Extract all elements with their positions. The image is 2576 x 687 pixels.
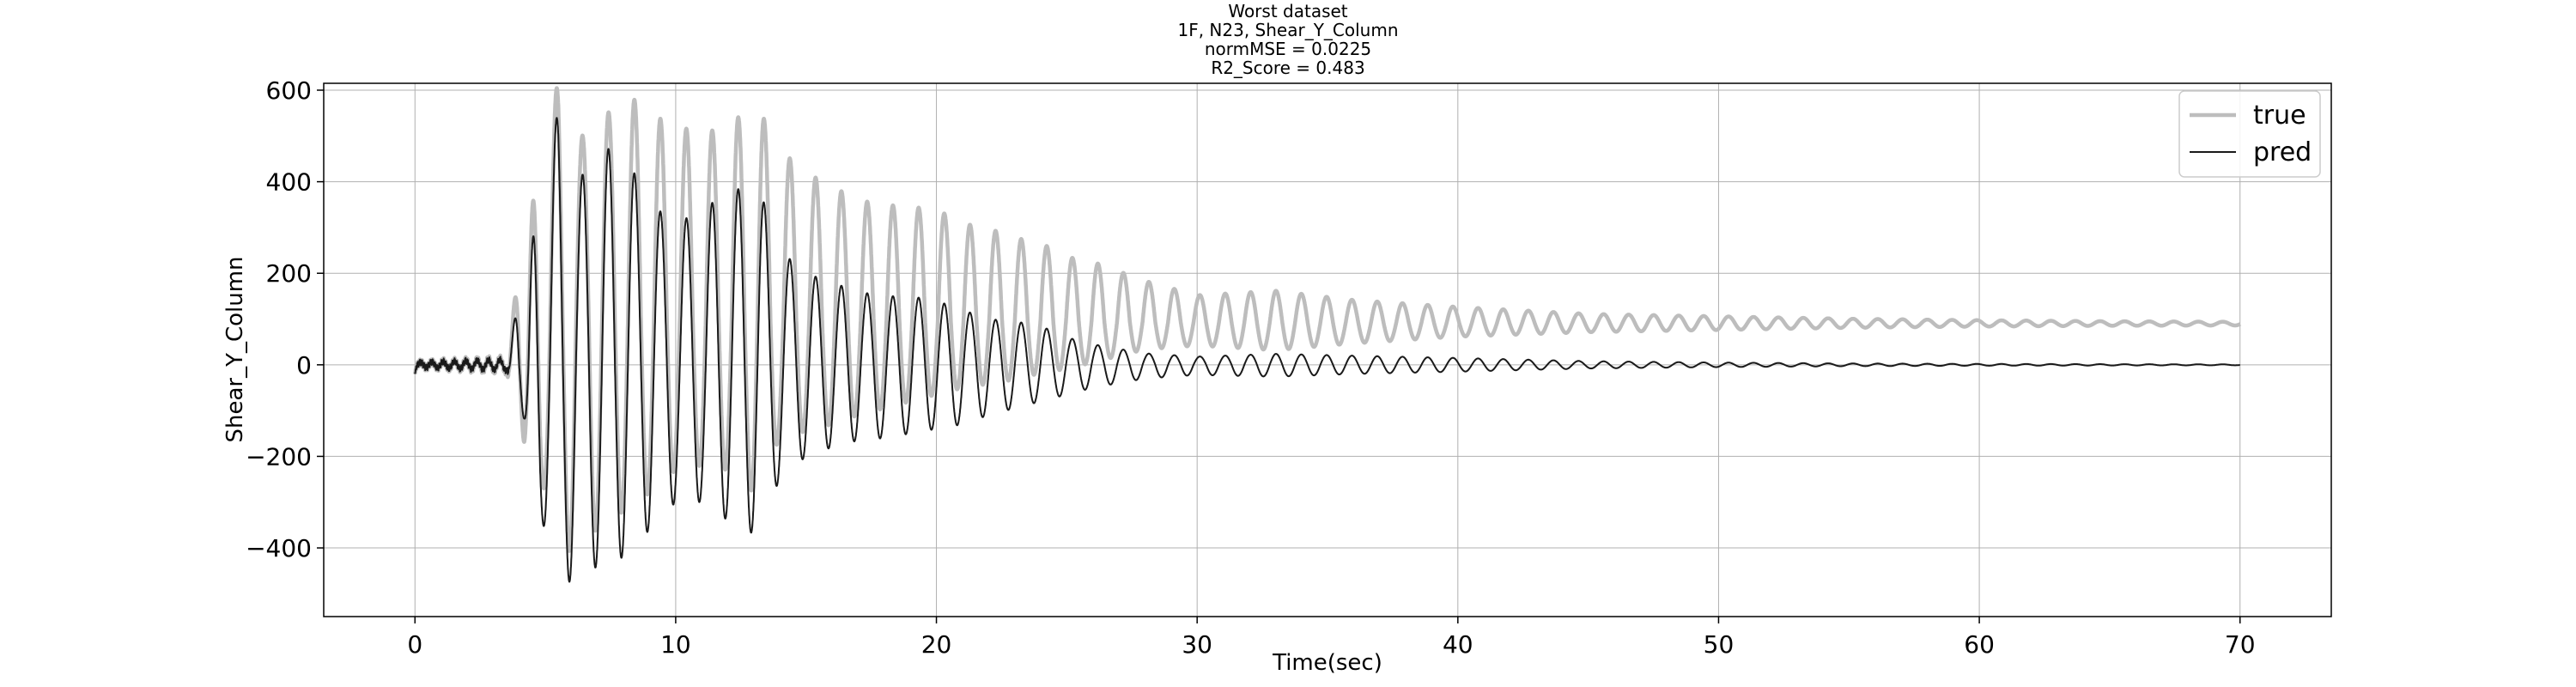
legend-label-pred: pred <box>2253 137 2312 167</box>
legend-label-true: true <box>2253 100 2306 131</box>
plot-frame <box>323 82 2332 617</box>
title-line-2: 1F, N23, Shear_Y_Column <box>1177 20 1399 40</box>
series-line-pred <box>414 117 2241 583</box>
y-tick-label: −400 <box>246 534 312 562</box>
y-tick-label: 0 <box>296 351 312 380</box>
title-line-1: Worst dataset <box>1228 1 1348 21</box>
grid <box>324 83 2331 617</box>
legend: true pred <box>2178 90 2321 178</box>
title-line-4: R2_Score = 0.483 <box>1211 58 1365 78</box>
x-axis-label: Time(sec) <box>1272 650 1382 676</box>
x-tick-label: 50 <box>1704 630 1735 659</box>
x-tick-label: 40 <box>1443 630 1473 659</box>
x-tick-label: 70 <box>2225 630 2256 659</box>
axis-ticks: 0 10 20 30 40 50 60 70 600 400 200 0 −200 −400 <box>246 76 2255 659</box>
legend-box <box>2178 90 2321 178</box>
y-tick-label: 200 <box>266 259 312 288</box>
x-tick-label: 10 <box>660 630 691 659</box>
x-tick-label: 20 <box>921 630 952 659</box>
x-tick-label: 0 <box>407 630 422 659</box>
title-line-3: normMSE = 0.0225 <box>1204 39 1372 59</box>
series-line-true <box>413 86 2242 553</box>
series-layer <box>413 86 2242 583</box>
y-axis-label: Shear_Y_Column <box>222 256 248 442</box>
y-tick-label: 400 <box>266 168 312 197</box>
y-tick-label: −200 <box>246 442 312 471</box>
x-tick-label: 60 <box>1964 630 1995 659</box>
x-tick-label: 30 <box>1182 630 1212 659</box>
y-tick-label: 600 <box>266 76 312 105</box>
